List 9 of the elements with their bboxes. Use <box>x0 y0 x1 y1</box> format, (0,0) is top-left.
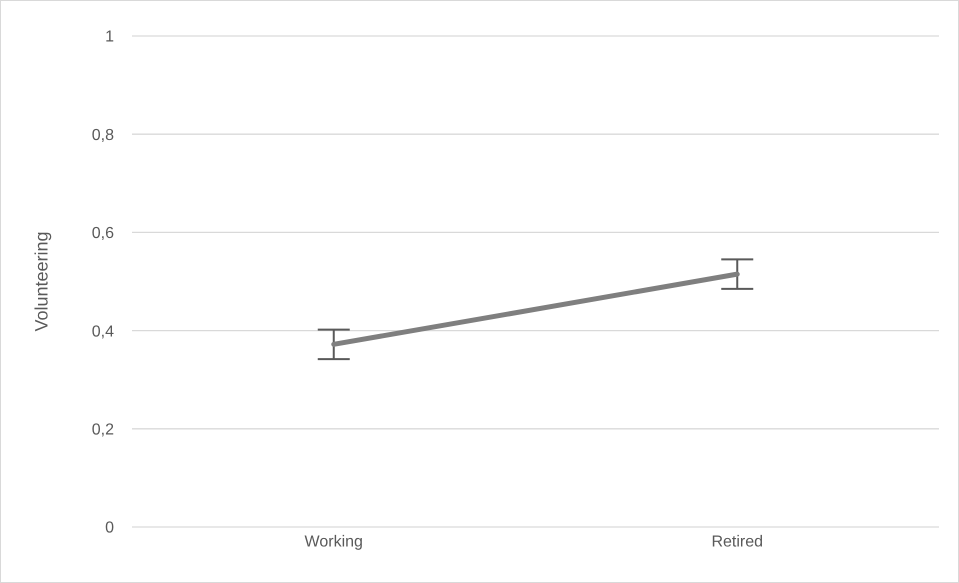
y-axis-title: Volunteering <box>31 231 52 332</box>
y-tick-label: 0 <box>105 520 114 537</box>
y-tick-label: 0,8 <box>92 126 114 144</box>
y-tick-label: 1 <box>105 28 114 46</box>
x-tick-label: Working <box>304 533 363 550</box>
x-tick-label: Retired <box>711 533 764 550</box>
y-tick-label: 0,4 <box>92 323 114 340</box>
y-tick-label: 0,6 <box>92 225 114 242</box>
y-tick-label: 0,2 <box>92 421 114 438</box>
